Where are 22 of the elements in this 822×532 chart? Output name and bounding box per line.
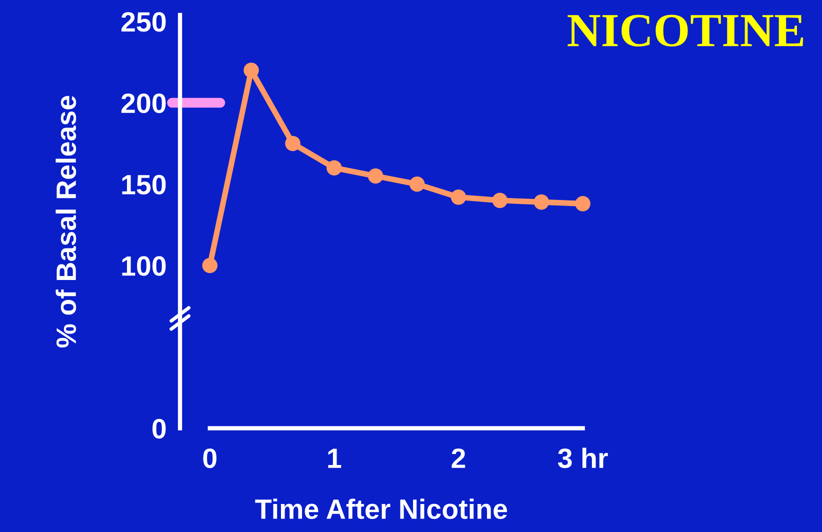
point (202, 258, 218, 274)
text: NICOTINE (568, 14, 804, 47)
x-tick-label: 2 (452, 448, 466, 468)
point (450, 190, 466, 205)
point (409, 176, 425, 192)
y-tick-label: 0 (152, 418, 166, 439)
y-tick-label: 150 (122, 174, 166, 194)
x-tick-label: 3 hr (558, 448, 608, 468)
y-tick-label: 250 (121, 12, 166, 32)
x-tick-label: 0 (203, 448, 216, 468)
point (368, 168, 384, 184)
point (534, 194, 550, 210)
y-tick-label: 200 (121, 93, 166, 114)
point (244, 62, 259, 78)
point (285, 136, 300, 152)
y-tick-label: 100 (122, 256, 166, 276)
x-axis-title: Time After Nicotine (255, 498, 508, 519)
point (492, 192, 508, 208)
point (575, 196, 590, 212)
point (326, 160, 342, 176)
y-axis-title: % of Basal Release (56, 96, 76, 348)
x-tick-label: 1 (328, 448, 342, 468)
